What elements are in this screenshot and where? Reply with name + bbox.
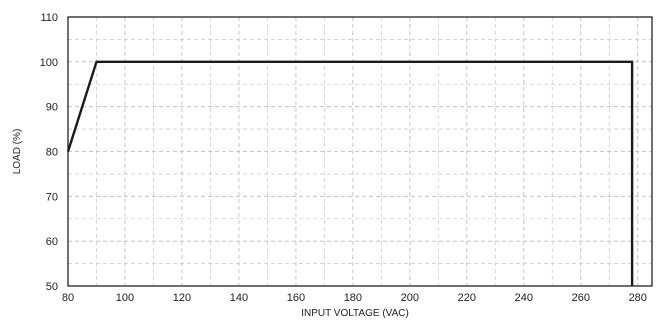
y-tick-label: 90 <box>46 102 58 114</box>
x-tick-label: 260 <box>572 292 590 304</box>
y-tick-label: 50 <box>46 281 58 293</box>
y-tick-label: 60 <box>46 236 58 248</box>
x-tick-label: 120 <box>173 292 191 304</box>
x-tick-label: 80 <box>62 292 74 304</box>
y-tick-label: 80 <box>46 147 58 159</box>
series-group <box>66 60 634 286</box>
x-tick-label: 240 <box>515 292 533 304</box>
series-line-0 <box>66 60 634 286</box>
y-tick-label: 100 <box>40 57 58 69</box>
y-axis-label: LOAD (%) <box>12 129 23 175</box>
x-tick-label: 200 <box>401 292 419 304</box>
x-tick-label: 180 <box>344 292 362 304</box>
x-axis-label: INPUT VOLTAGE (VAC) <box>301 308 409 319</box>
y-tick-label: 70 <box>46 191 58 203</box>
y-tick-label: 110 <box>40 12 58 24</box>
x-tick-label: 140 <box>230 292 248 304</box>
grid <box>68 17 652 286</box>
x-tick-label: 220 <box>458 292 476 304</box>
x-tick-label: 280 <box>629 292 647 304</box>
x-tick-label: 100 <box>116 292 134 304</box>
y-tick-labels: 50 60 70 80 90 100 110 <box>40 12 58 293</box>
x-tick-labels: 80 100 120 140 160 180 200 220 240 260 280 <box>62 292 647 304</box>
x-tick-label: 160 <box>287 292 305 304</box>
